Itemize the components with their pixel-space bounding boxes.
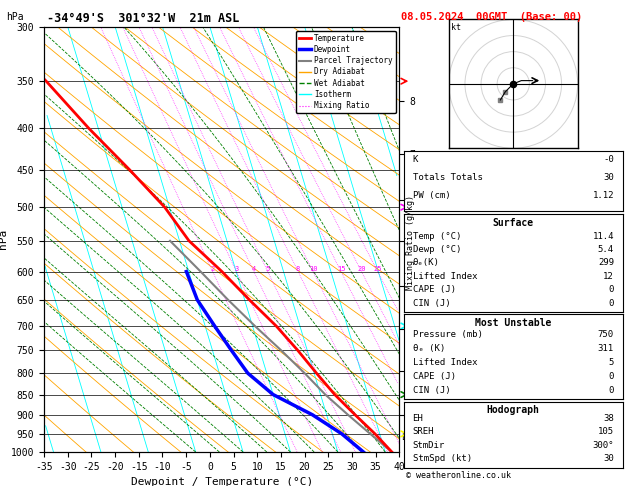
Text: LCL: LCL bbox=[401, 433, 416, 442]
Text: 2: 2 bbox=[211, 265, 214, 272]
Text: StmDir: StmDir bbox=[413, 441, 445, 450]
Text: 30: 30 bbox=[603, 173, 614, 182]
Text: Lifted Index: Lifted Index bbox=[413, 358, 477, 366]
Text: θₑ (K): θₑ (K) bbox=[413, 344, 445, 353]
Text: SREH: SREH bbox=[413, 427, 434, 436]
Text: 0: 0 bbox=[609, 285, 614, 294]
Text: 5: 5 bbox=[265, 265, 270, 272]
Text: CAPE (J): CAPE (J) bbox=[413, 285, 455, 294]
Text: Most Unstable: Most Unstable bbox=[475, 318, 552, 328]
Text: -0: -0 bbox=[603, 155, 614, 164]
Text: CAPE (J): CAPE (J) bbox=[413, 372, 455, 381]
Text: 38: 38 bbox=[603, 414, 614, 423]
Text: 10: 10 bbox=[309, 265, 317, 272]
Text: Hodograph: Hodograph bbox=[487, 404, 540, 415]
Text: K: K bbox=[413, 155, 418, 164]
Text: EH: EH bbox=[413, 414, 423, 423]
Text: 4: 4 bbox=[252, 265, 256, 272]
Text: 08.05.2024  00GMT  (Base: 00): 08.05.2024 00GMT (Base: 00) bbox=[401, 12, 582, 22]
Text: 105: 105 bbox=[598, 427, 614, 436]
Text: 0: 0 bbox=[609, 385, 614, 395]
Text: 0: 0 bbox=[609, 372, 614, 381]
Text: 3: 3 bbox=[234, 265, 238, 272]
Text: 0: 0 bbox=[609, 298, 614, 308]
Text: -34°49'S  301°32'W  21m ASL: -34°49'S 301°32'W 21m ASL bbox=[47, 12, 240, 25]
Text: Dewp (°C): Dewp (°C) bbox=[413, 245, 461, 254]
Point bbox=[508, 80, 518, 87]
Text: CIN (J): CIN (J) bbox=[413, 298, 450, 308]
Text: Mixing Ratio (g/kg): Mixing Ratio (g/kg) bbox=[406, 195, 415, 291]
Text: 1.12: 1.12 bbox=[593, 191, 614, 200]
Text: Lifted Index: Lifted Index bbox=[413, 272, 477, 281]
Text: StmSpd (kt): StmSpd (kt) bbox=[413, 454, 472, 463]
Text: 25: 25 bbox=[374, 265, 382, 272]
Text: 750: 750 bbox=[598, 330, 614, 339]
Text: 30: 30 bbox=[603, 454, 614, 463]
Text: kt: kt bbox=[452, 23, 462, 32]
Y-axis label: hPa: hPa bbox=[0, 229, 8, 249]
Legend: Temperature, Dewpoint, Parcel Trajectory, Dry Adiabat, Wet Adiabat, Isotherm, Mi: Temperature, Dewpoint, Parcel Trajectory… bbox=[296, 31, 396, 113]
Text: 311: 311 bbox=[598, 344, 614, 353]
Text: θₑ(K): θₑ(K) bbox=[413, 259, 440, 267]
Y-axis label: km
ASL: km ASL bbox=[431, 228, 449, 250]
Text: Pressure (mb): Pressure (mb) bbox=[413, 330, 482, 339]
Text: hPa: hPa bbox=[6, 12, 24, 22]
Text: 300°: 300° bbox=[593, 441, 614, 450]
Text: Surface: Surface bbox=[493, 218, 534, 228]
Text: PW (cm): PW (cm) bbox=[413, 191, 450, 200]
Text: 12: 12 bbox=[603, 272, 614, 281]
Text: 5.4: 5.4 bbox=[598, 245, 614, 254]
Text: Totals Totals: Totals Totals bbox=[413, 173, 482, 182]
Text: © weatheronline.co.uk: © weatheronline.co.uk bbox=[406, 471, 511, 480]
Text: 8: 8 bbox=[296, 265, 300, 272]
Text: 15: 15 bbox=[337, 265, 345, 272]
Text: 299: 299 bbox=[598, 259, 614, 267]
Text: Temp (°C): Temp (°C) bbox=[413, 231, 461, 241]
Text: CIN (J): CIN (J) bbox=[413, 385, 450, 395]
X-axis label: Dewpoint / Temperature (°C): Dewpoint / Temperature (°C) bbox=[131, 477, 313, 486]
Text: 5: 5 bbox=[609, 358, 614, 366]
Text: 20: 20 bbox=[357, 265, 365, 272]
Text: 11.4: 11.4 bbox=[593, 231, 614, 241]
